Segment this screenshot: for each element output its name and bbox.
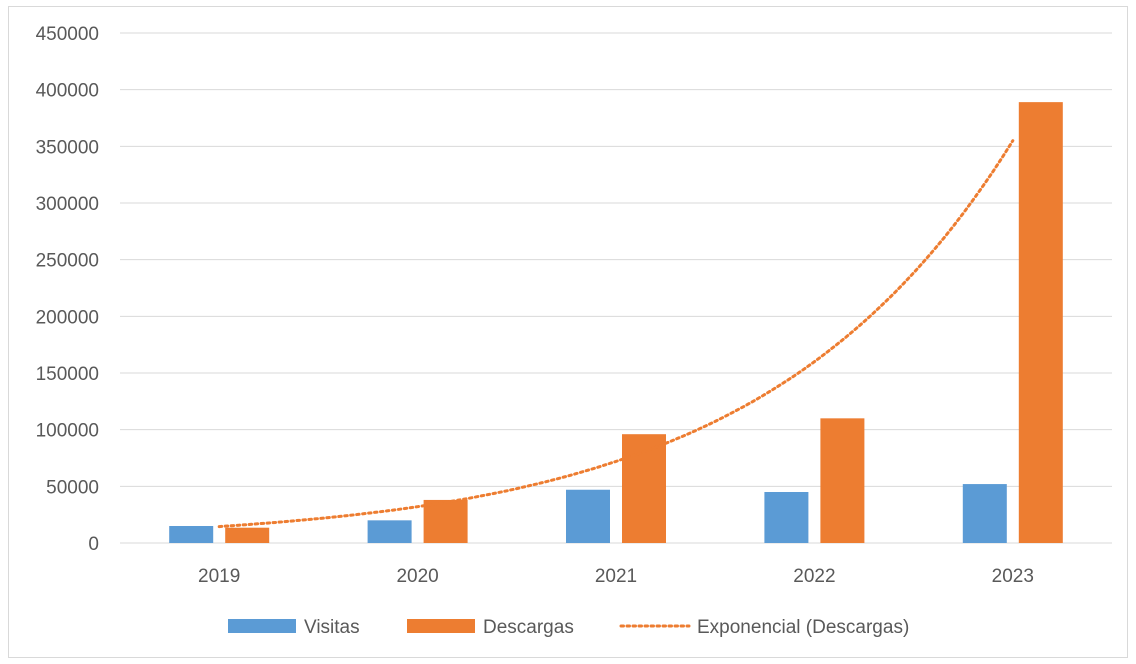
y-axis-ticks: 0 50000 100000 150000 200000 250000 300000 3500… — [36, 24, 99, 555]
x-tick-label: 2022 — [793, 566, 835, 587]
bar-visitas-2022 — [764, 492, 809, 543]
legend-label-trendline: Exponencial (Descargas) — [697, 617, 909, 638]
chart-frame — [8, 6, 1128, 658]
x-tick-label: 2021 — [595, 566, 637, 587]
legend-label-visitas: Visitas — [304, 617, 360, 638]
gridlines — [120, 32, 1112, 544]
x-tick-label: 2020 — [396, 566, 438, 587]
bar-descargas-2019 — [225, 527, 270, 543]
bar-visitas-2020 — [367, 520, 412, 543]
bar-descargas-2023 — [1018, 102, 1063, 543]
legend-label-descargas: Descargas — [483, 617, 574, 638]
trendline-group — [217, 139, 1015, 529]
y-tick-label: 400000 — [36, 81, 99, 102]
y-tick-label: 50000 — [46, 477, 99, 498]
bar-visitas-2023 — [962, 484, 1007, 543]
y-tick-label: 300000 — [36, 194, 99, 215]
legend: Visitas Descargas Exponencial (Descargas… — [228, 617, 909, 638]
y-tick-label: 450000 — [36, 24, 99, 45]
bar-descargas-2020 — [423, 499, 468, 543]
y-tick-label: 100000 — [36, 421, 99, 442]
y-tick-label: 0 — [88, 534, 99, 555]
bar-descargas-2022 — [820, 418, 865, 543]
x-tick-label: 2019 — [198, 566, 240, 587]
bar-visitas-2019 — [169, 526, 214, 543]
y-tick-label: 150000 — [36, 364, 99, 385]
legend-swatch-descargas — [407, 619, 475, 633]
bars — [169, 102, 1063, 543]
x-axis-ticks: 2019 2020 2021 2022 2023 — [198, 566, 1034, 587]
bar-visitas-2021 — [566, 489, 610, 543]
legend-swatch-visitas — [228, 619, 296, 633]
y-tick-label: 350000 — [36, 137, 99, 158]
trendline — [217, 139, 1015, 529]
y-tick-label: 250000 — [36, 251, 99, 272]
x-tick-label: 2023 — [992, 566, 1034, 587]
y-tick-label: 200000 — [36, 307, 99, 328]
